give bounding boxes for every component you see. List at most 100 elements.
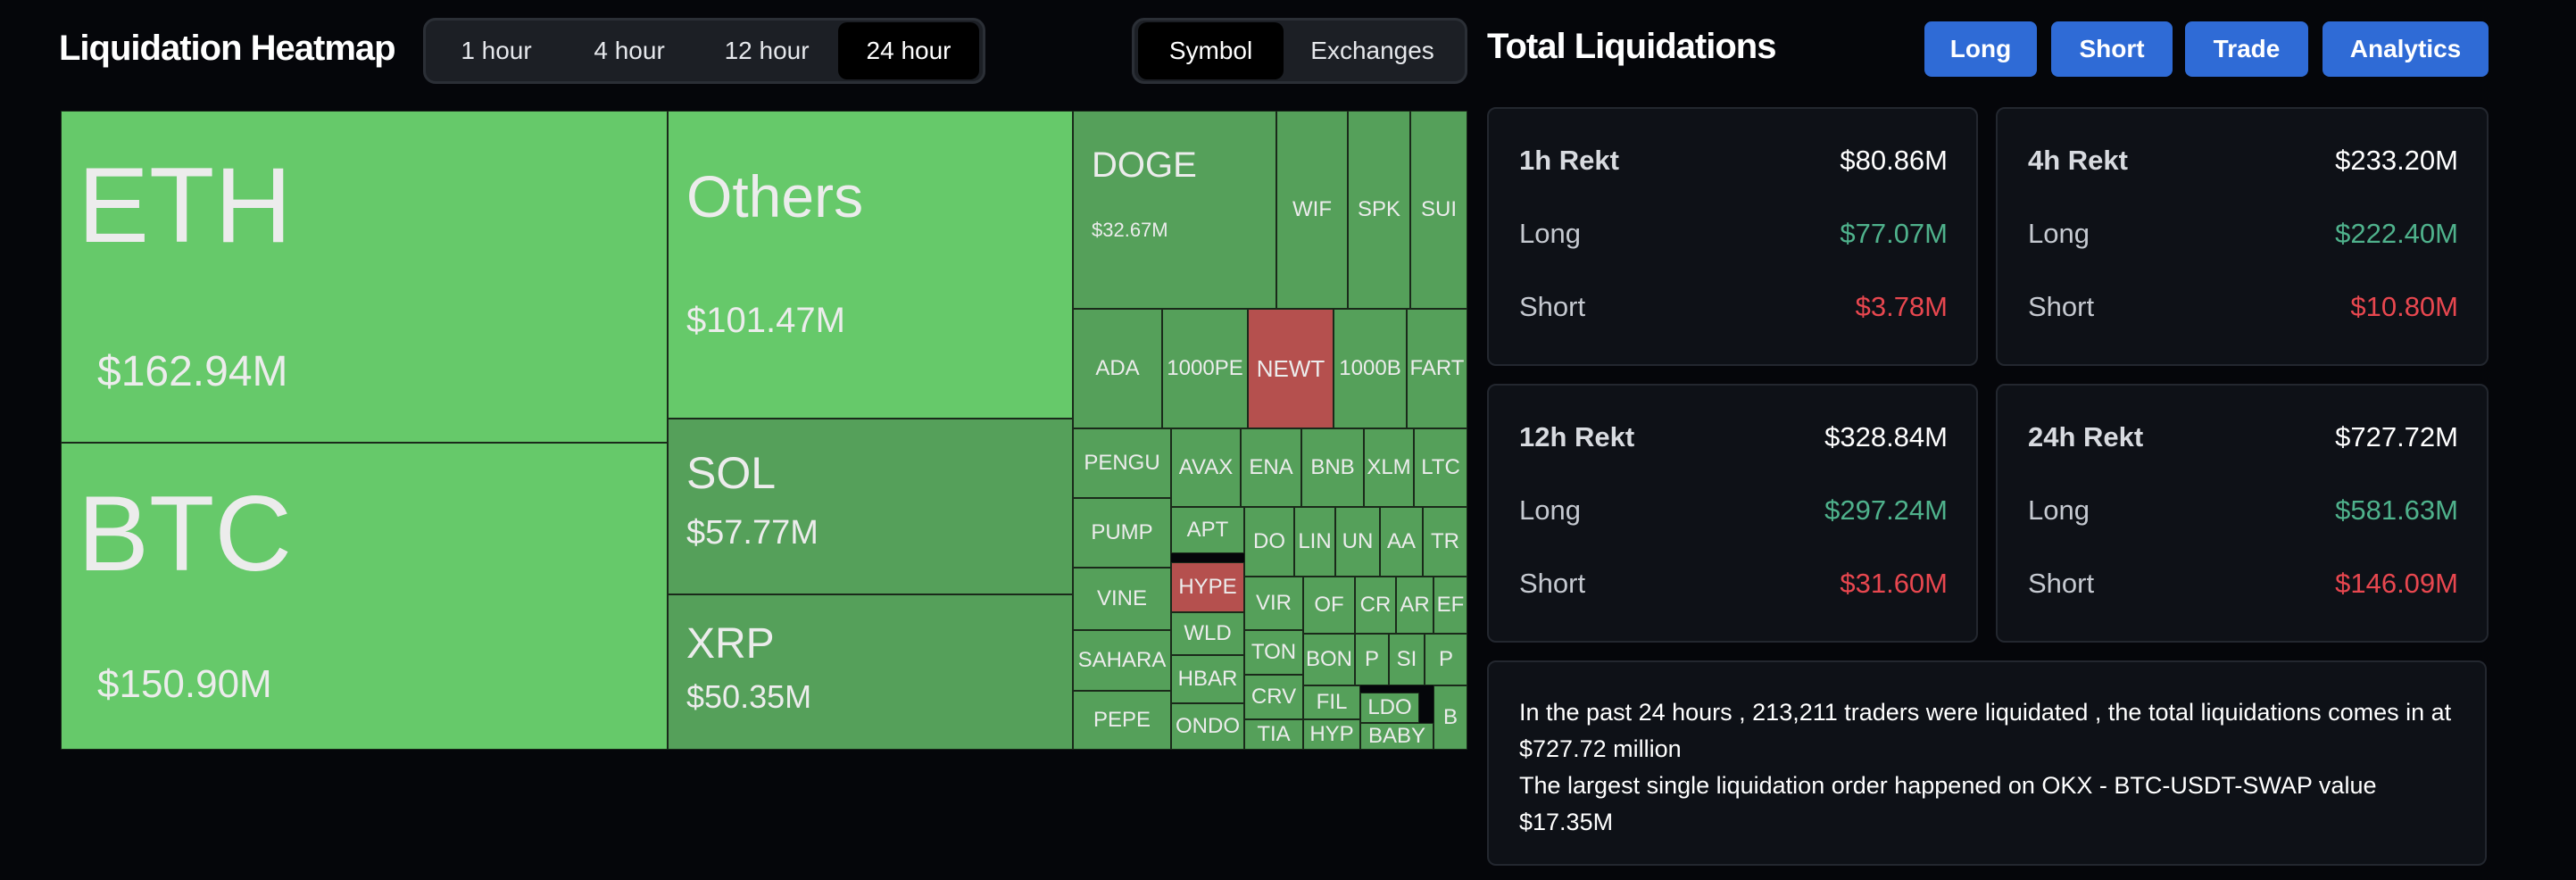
treemap-symbol: FIL [1316, 690, 1348, 714]
short-button[interactable]: Short [2051, 21, 2173, 77]
treemap-cell-xrp[interactable]: XRP $50.35M [668, 594, 1073, 750]
treemap-cell-b[interactable]: B [1433, 685, 1467, 750]
treemap-symbol: LTC [1421, 455, 1460, 479]
long-value: $581.63M [2335, 494, 2458, 526]
treemap-cell-sui[interactable]: SUI [1410, 111, 1467, 309]
treemap-cell-ef[interactable]: EF [1433, 577, 1467, 634]
treemap-cell-bnb[interactable]: BNB [1301, 428, 1364, 507]
treemap-symbol: HYPE [1178, 575, 1237, 599]
card-total: $80.86M [1840, 145, 1948, 176]
treemap-cell-wld[interactable]: WLD [1171, 612, 1244, 655]
treemap-cell-hbar[interactable]: HBAR [1171, 655, 1244, 703]
rekt-card-24h: 24h Rekt $727.72M Long $581.63M Short $146.… [1996, 384, 2489, 643]
treemap-cell-sahara[interactable]: SAHARA [1073, 630, 1171, 691]
treemap-symbol: CRV [1251, 685, 1297, 709]
treemap-cell-hype[interactable]: HYPE [1171, 562, 1244, 612]
treemap-symbol: ONDO [1176, 714, 1240, 738]
tab-exchanges[interactable]: Exchanges [1310, 37, 1434, 64]
trade-button[interactable]: Trade [2185, 21, 2308, 77]
treemap-cell-tr[interactable]: TR [1423, 507, 1467, 577]
treemap-cell-1000b[interactable]: 1000B [1334, 309, 1407, 428]
treemap-cell-of[interactable]: OF [1303, 577, 1355, 634]
treemap-symbol: SPK [1357, 197, 1401, 221]
treemap-cell-wif[interactable]: WIF [1276, 111, 1348, 309]
treemap-cell-crv[interactable]: CRV [1244, 675, 1303, 719]
tab-24-hour[interactable]: 24 hour [838, 22, 979, 79]
short-value: $3.78M [1855, 291, 1948, 322]
treemap-cell-ondo[interactable]: ONDO [1171, 703, 1244, 750]
liquidation-summary: In the past 24 hours , 213,211 traders w… [1487, 660, 2487, 866]
treemap-symbol: APT [1186, 518, 1229, 542]
treemap-cell-p[interactable]: P [1355, 634, 1389, 685]
treemap-symbol: ADA [1095, 356, 1140, 380]
treemap-value: $50.35M [686, 677, 812, 715]
analytics-button[interactable]: Analytics [2323, 21, 2489, 77]
card-total: $727.72M [2335, 421, 2458, 452]
short-value: $31.60M [1840, 568, 1948, 599]
treemap-cell-pengu[interactable]: PENGU [1073, 428, 1171, 498]
treemap-symbol: ETH [78, 145, 292, 265]
treemap-cell-bon[interactable]: BON [1303, 634, 1355, 685]
treemap-symbol: AA [1386, 529, 1416, 553]
treemap-cell-1000pe[interactable]: 1000PE [1162, 309, 1248, 428]
treemap-cell-tia[interactable]: TIA [1244, 719, 1303, 750]
treemap-cell-do[interactable]: DO [1244, 507, 1294, 577]
treemap-symbol: ENA [1249, 455, 1293, 479]
treemap-cell-xlm[interactable]: XLM [1364, 428, 1414, 507]
treemap-cell-doge[interactable]: DOGE $32.67M [1073, 111, 1276, 309]
long-label: Long [1519, 218, 1581, 249]
treemap-symbol: HBAR [1177, 667, 1238, 691]
treemap-cell-pepe[interactable]: PEPE [1073, 691, 1171, 750]
treemap-symbol: AVAX [1178, 455, 1234, 479]
treemap-symbol: P [1364, 647, 1379, 671]
card-total: $328.84M [1824, 421, 1948, 452]
treemap-cell-vir[interactable]: VIR [1244, 577, 1303, 630]
tab-symbol[interactable]: Symbol [1138, 22, 1284, 79]
treemap-cell-btc[interactable]: BTC $150.90M [61, 443, 668, 750]
treemap-cell-ar[interactable]: AR [1396, 577, 1433, 634]
treemap-cell-others[interactable]: Others $101.47M [668, 111, 1073, 419]
treemap-symbol: SAHARA [1077, 648, 1167, 672]
card-total: $233.20M [2335, 145, 2458, 176]
treemap-cell-un[interactable]: UN [1335, 507, 1380, 577]
long-value: $297.24M [1824, 494, 1948, 526]
tab-4-hour[interactable]: 4 hour [594, 37, 665, 64]
treemap-cell-ton[interactable]: TON [1244, 630, 1303, 675]
treemap-cell-cr[interactable]: CR [1355, 577, 1396, 634]
treemap-cell-ena[interactable]: ENA [1241, 428, 1301, 507]
treemap-cell-ldo[interactable]: LDO [1360, 693, 1419, 723]
short-label: Short [1519, 568, 1586, 599]
treemap-cell-p[interactable]: P [1425, 634, 1467, 685]
tab-12-hour[interactable]: 12 hour [724, 37, 810, 64]
treemap-cell-si[interactable]: SI [1389, 634, 1425, 685]
treemap-cell-ltc[interactable]: LTC [1414, 428, 1467, 507]
treemap-cell-fil[interactable]: FIL [1303, 685, 1360, 719]
treemap-cell-pump[interactable]: PUMP [1073, 498, 1171, 568]
short-label: Short [2028, 291, 2095, 322]
treemap-cell-apt[interactable]: APT [1171, 507, 1244, 553]
treemap-cell-aa[interactable]: AA [1380, 507, 1423, 577]
treemap-symbol: LDO [1367, 695, 1412, 719]
treemap-cell-newt[interactable]: NEWT [1248, 309, 1334, 428]
long-label: Long [1519, 494, 1581, 526]
long-label: Long [2028, 218, 2090, 249]
treemap-cell-spk[interactable]: SPK [1348, 111, 1410, 309]
tab-1-hour[interactable]: 1 hour [461, 37, 532, 64]
treemap-cell-sol[interactable]: SOL $57.77M [668, 419, 1073, 594]
treemap-cell-vine[interactable]: VINE [1073, 568, 1171, 630]
treemap-cell-hyp[interactable]: HYP [1303, 719, 1360, 750]
treemap-cell-avax[interactable]: AVAX [1171, 428, 1241, 507]
long-button[interactable]: Long [1924, 21, 2037, 77]
short-label: Short [1519, 291, 1586, 322]
treemap-cell-ada[interactable]: ADA [1073, 309, 1162, 428]
treemap-cell-eth[interactable]: ETH $162.94M [61, 111, 668, 443]
treemap-symbol: DOGE [1092, 145, 1197, 185]
treemap-cell-lin[interactable]: LIN [1294, 507, 1335, 577]
treemap-symbol: UN [1342, 529, 1374, 553]
treemap-symbol: XLM [1367, 455, 1411, 479]
treemap-cell-baby[interactable]: BABY [1360, 723, 1433, 750]
treemap-symbol: AR [1400, 593, 1430, 617]
treemap-cell-fart[interactable]: FART [1407, 309, 1467, 428]
treemap-symbol: PENGU [1084, 451, 1160, 475]
treemap-symbol: VINE [1096, 586, 1147, 610]
